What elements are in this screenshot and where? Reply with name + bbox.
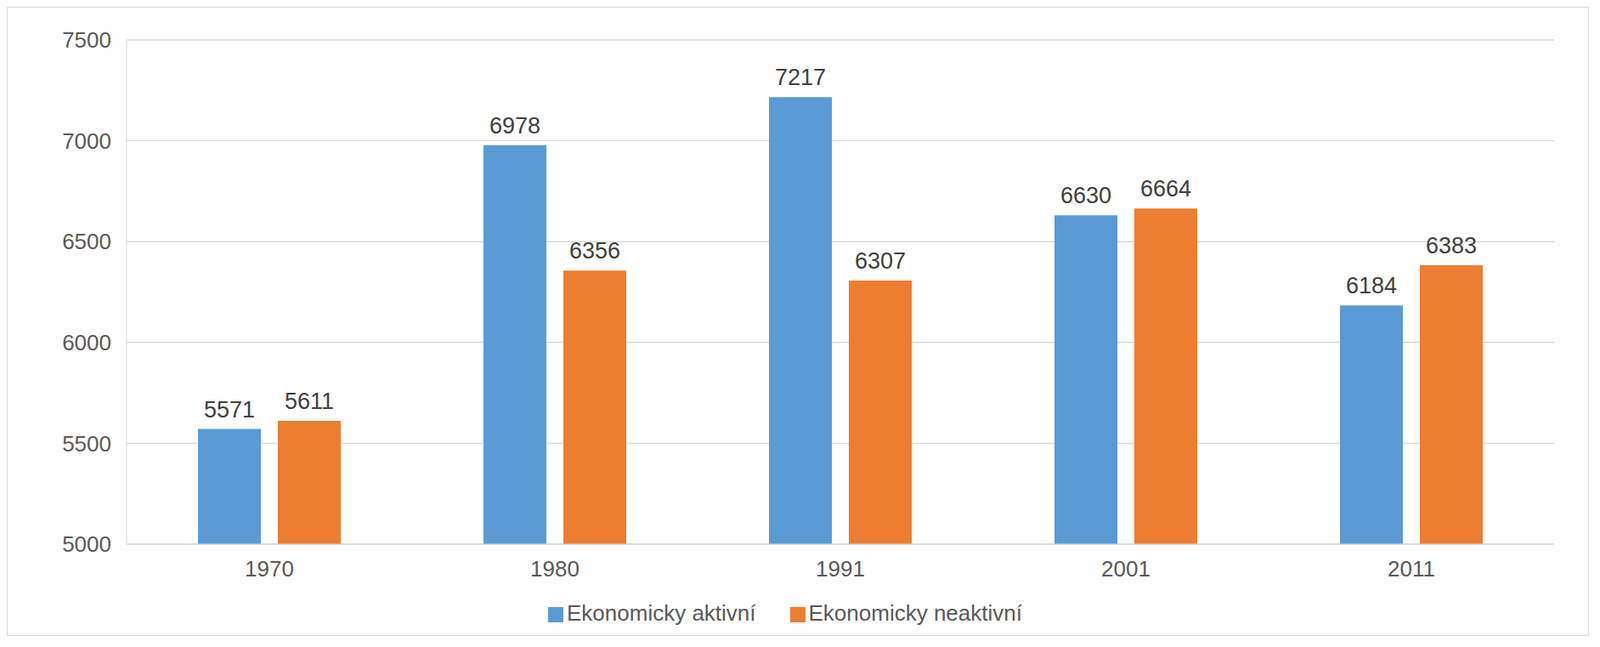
svg-text:5000: 5000 (62, 531, 112, 557)
svg-text:6630: 6630 (1060, 182, 1112, 209)
html-text:Ekonomicky neaktivní: Ekonomicky neaktivní (808, 599, 1023, 626)
svg-text:7000: 7000 (62, 128, 112, 154)
svg-text:6356: 6356 (569, 237, 621, 264)
svg-text:6184: 6184 (1345, 272, 1397, 299)
svg-text:6383: 6383 (1425, 232, 1477, 259)
svg-text:1970: 1970 (244, 555, 294, 582)
svg-text:6978: 6978 (489, 113, 541, 139)
svg-text:6000: 6000 (62, 329, 112, 356)
svg-text:1991: 1991 (815, 555, 866, 582)
svg-text:5611: 5611 (284, 388, 334, 414)
svg-text:6307: 6307 (854, 248, 906, 274)
svg-text:1980: 1980 (530, 555, 580, 582)
svg-text:6664: 6664 (1140, 175, 1192, 202)
svg-text:2001: 2001 (1101, 555, 1151, 582)
svg-text:6500: 6500 (62, 228, 112, 255)
svg-text:7217: 7217 (774, 64, 826, 91)
svg-text:2011: 2011 (1387, 555, 1436, 582)
svg-text:7500: 7500 (62, 27, 112, 53)
svg-text:5500: 5500 (62, 430, 112, 457)
html-text:Ekonomicky aktivní: Ekonomicky aktivní (566, 599, 756, 626)
svg-text:5571: 5571 (203, 396, 255, 423)
